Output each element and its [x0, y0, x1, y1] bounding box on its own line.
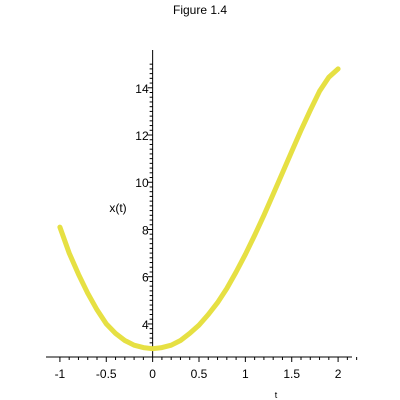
x-tick-label: -1	[55, 367, 66, 381]
x-tick-label: 1	[242, 367, 249, 381]
chart-title: Figure 1.4	[173, 3, 227, 17]
y-tick-label: 6	[142, 271, 149, 285]
series-group	[57, 66, 341, 352]
x-tick-label: 0.5	[191, 367, 208, 381]
axes	[46, 50, 352, 358]
series-line	[57, 66, 341, 352]
x-tick-label: 0	[149, 367, 156, 381]
x-ticks: -1 -0.5 0 0.5 1 1.5 2	[55, 357, 358, 381]
y-tick-label: 14	[135, 82, 149, 96]
x-axis-label: t	[275, 390, 278, 400]
y-ticks: 4 6 8 10 12 14	[135, 63, 153, 349]
y-tick-label: 12	[135, 129, 149, 143]
x-tick-label: 2	[335, 367, 342, 381]
x-tick-label: 1.5	[283, 367, 300, 381]
y-tick-label: 10	[135, 176, 149, 190]
y-tick-label: 4	[142, 318, 149, 332]
y-axis-label: x(t)	[109, 201, 126, 215]
y-tick-label: 8	[142, 223, 149, 237]
x-tick-label: -0.5	[96, 367, 117, 381]
